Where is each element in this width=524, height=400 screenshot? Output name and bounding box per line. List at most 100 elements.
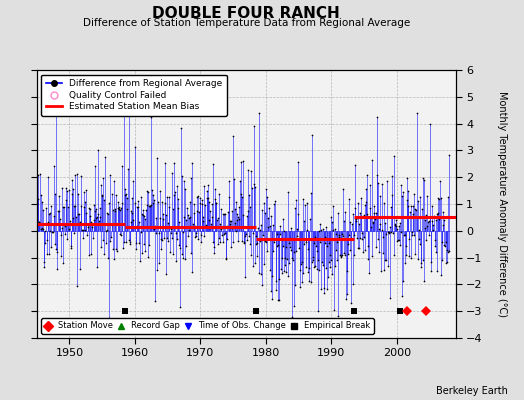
Point [80, 188, 88, 195]
Point [315, 267, 323, 274]
Point [421, 225, 430, 231]
Point [295, 244, 303, 251]
Point [434, 195, 442, 201]
Point [135, 240, 144, 246]
Point [269, 248, 277, 255]
Point [93, 264, 101, 271]
Point [351, 161, 359, 168]
Point [87, 251, 95, 257]
Point [169, 206, 177, 212]
Point [432, 248, 440, 255]
Point [279, 268, 288, 274]
Point [113, 199, 122, 205]
Point [139, 240, 148, 247]
Point [425, 120, 434, 127]
Point [108, 191, 116, 198]
Point [286, 244, 294, 250]
Point [250, 123, 258, 130]
Point [426, 214, 434, 220]
Point [290, 282, 299, 288]
Point [438, 239, 446, 245]
Point [192, 230, 200, 236]
Point [357, 194, 366, 201]
Point [421, 216, 429, 223]
Point [296, 284, 304, 290]
Point [206, 208, 215, 214]
Point [58, 225, 66, 232]
Point [300, 217, 308, 224]
Point [332, 231, 341, 238]
Point [360, 212, 368, 218]
Point [253, 240, 261, 246]
Point [252, 241, 260, 247]
Point [378, 234, 387, 240]
Point [77, 203, 85, 210]
Point [365, 270, 373, 276]
Point [408, 229, 416, 235]
Point [37, 198, 46, 205]
Point [420, 177, 429, 183]
Point [398, 193, 407, 199]
Point [223, 223, 232, 229]
Point [361, 247, 369, 253]
Point [375, 226, 384, 232]
Point [277, 255, 286, 261]
Point [350, 252, 358, 258]
Point [428, 218, 436, 224]
Point [191, 222, 199, 229]
Point [89, 217, 97, 224]
Point [124, 104, 133, 111]
Point [264, 215, 272, 221]
Point [431, 243, 439, 250]
Point [180, 213, 188, 220]
Text: DOUBLE FOUR RANCH: DOUBLE FOUR RANCH [152, 6, 340, 21]
Point [226, 244, 235, 250]
Point [371, 216, 379, 223]
Point [228, 239, 237, 246]
Point [215, 221, 224, 227]
Point [99, 237, 107, 244]
Point [41, 240, 50, 246]
Point [154, 198, 162, 205]
Point [222, 256, 230, 262]
Legend: Station Move, Record Gap, Time of Obs. Change, Empirical Break: Station Move, Record Gap, Time of Obs. C… [41, 318, 374, 334]
Point [241, 274, 249, 280]
Point [178, 173, 186, 180]
Point [347, 300, 355, 307]
Point [241, 233, 249, 239]
Point [165, 203, 173, 210]
Point [298, 279, 306, 286]
Point [198, 200, 206, 207]
Point [137, 211, 146, 218]
Point [416, 241, 424, 248]
Point [409, 210, 418, 217]
Point [383, 231, 391, 238]
Point [254, 224, 262, 231]
Point [88, 222, 96, 228]
Point [275, 276, 283, 282]
Point [70, 230, 79, 236]
Point [361, 202, 369, 208]
Point [359, 248, 367, 255]
Point [315, 238, 324, 245]
Point [194, 236, 202, 242]
Point [430, 213, 438, 219]
Point [125, 237, 133, 244]
Point [42, 204, 50, 211]
Point [404, 203, 412, 209]
Point [263, 248, 271, 254]
Point [380, 200, 388, 206]
Point [291, 197, 300, 203]
Point [364, 243, 372, 249]
Point [163, 194, 171, 200]
Point [339, 233, 347, 240]
Point [257, 222, 265, 228]
Point [49, 163, 58, 170]
Point [94, 147, 103, 153]
Point [283, 273, 292, 280]
Point [369, 219, 378, 226]
Point [290, 303, 298, 309]
Point [199, 214, 208, 220]
Point [128, 195, 137, 201]
Point [220, 230, 228, 237]
